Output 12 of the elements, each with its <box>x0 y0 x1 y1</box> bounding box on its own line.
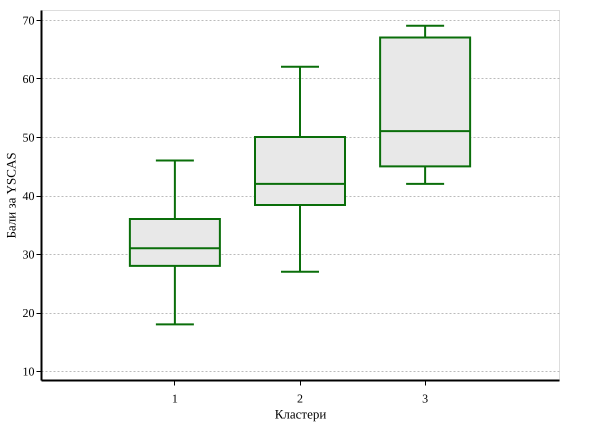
y-axis-title: Бали за YSCAS <box>4 152 18 239</box>
y-tick-label: 20 <box>22 306 34 320</box>
y-tick-label: 50 <box>22 130 34 145</box>
y-tick-label: 30 <box>22 248 34 262</box>
y-tick-label: 70 <box>22 13 34 28</box>
x-tick-label: 3 <box>422 392 428 406</box>
y-tick-label: 40 <box>22 189 34 204</box>
x-axis-title: Кластери <box>274 406 326 422</box>
y-tick-label: 60 <box>22 72 34 86</box>
x-tick-label: 1 <box>172 392 178 406</box>
y-tick-label: 10 <box>22 364 34 379</box>
x-tick-label: 2 <box>297 392 303 406</box>
